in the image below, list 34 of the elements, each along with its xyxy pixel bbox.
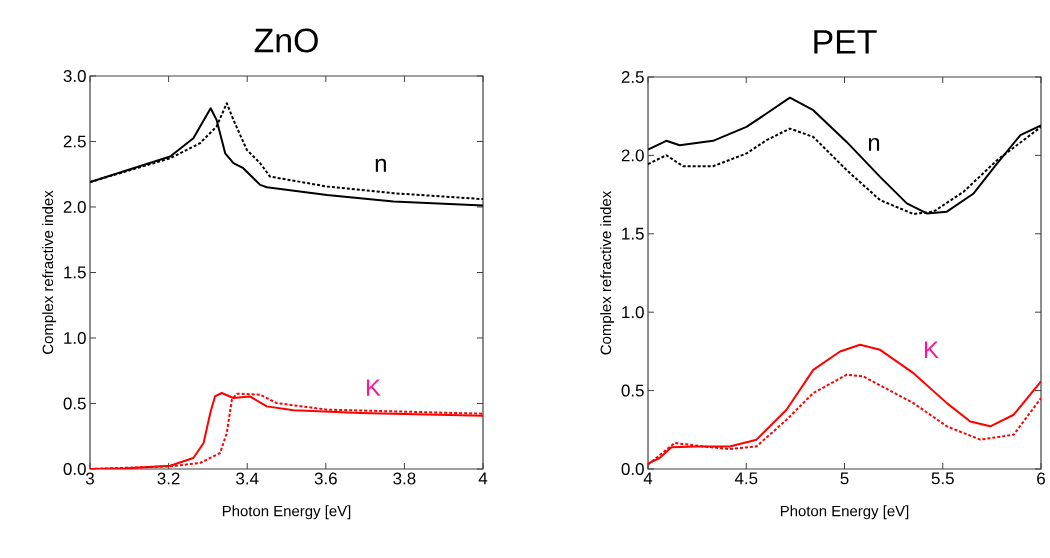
y-tick-label: 2.0 (63, 200, 86, 213)
x-tick-label: 4.5 (734, 472, 758, 485)
y-tick-label: 3.0 (63, 69, 86, 82)
x-tick-label: 3 (85, 472, 94, 485)
annotation: K (924, 341, 939, 359)
chart-title: ZnO (254, 28, 318, 53)
x-axis-title: Photon Energy [eV] (222, 505, 351, 520)
y-tick-label: 0.5 (63, 397, 86, 410)
x-tick-label: 5.5 (931, 472, 954, 485)
x-tick-label: 4 (643, 472, 653, 485)
y-tick-label: 0.5 (621, 384, 644, 397)
x-tick-label: 3.2 (157, 472, 180, 485)
x-axis-title: Photon Energy [eV] (780, 505, 909, 520)
x-tick-label: 5 (840, 472, 849, 485)
annotation: n (375, 158, 386, 172)
x-tick-label: 4 (478, 472, 488, 485)
annotation: K (366, 379, 381, 396)
y-tick-label: 1.5 (64, 266, 86, 279)
y-tick-label: 0.0 (621, 462, 644, 475)
y-tick-label: 2.5 (621, 70, 644, 83)
y-tick-label: 0.0 (63, 462, 86, 475)
y-tick-label: 2.0 (621, 149, 644, 162)
y-tick-label: 1.0 (64, 331, 86, 344)
y-tick-label: 2.5 (63, 135, 86, 148)
chart-title: PET (814, 30, 877, 54)
y-axis-title: Complex refractive index (42, 190, 57, 354)
annotation: n (868, 137, 880, 151)
y-tick-label: 1.5 (622, 227, 644, 240)
y-tick-label: 1.0 (622, 306, 644, 319)
x-tick-label: 3.8 (393, 472, 416, 485)
x-tick-label: 3.4 (236, 472, 259, 485)
x-tick-label: 3.6 (314, 472, 337, 485)
y-axis-title: Complex refractive index (600, 190, 615, 355)
x-tick-label: 6 (1037, 472, 1045, 485)
